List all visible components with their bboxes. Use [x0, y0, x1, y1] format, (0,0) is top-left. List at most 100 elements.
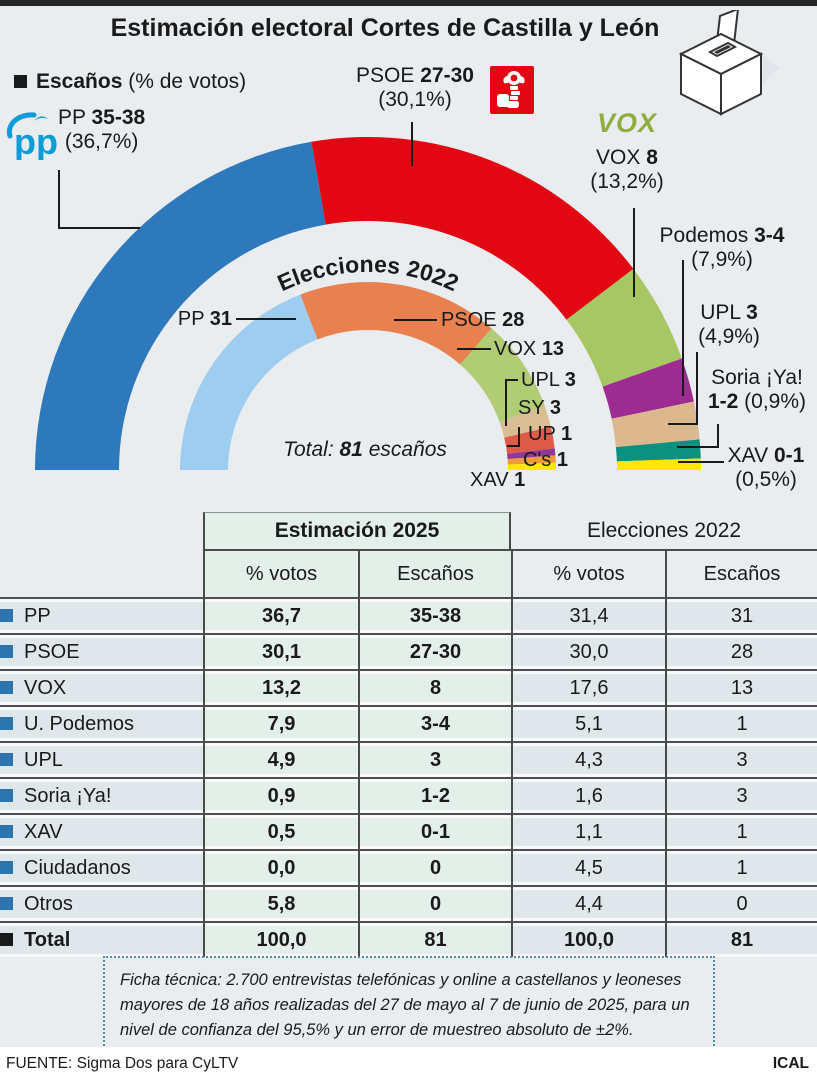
- party-name-cell: Ciudadanos: [0, 849, 203, 885]
- label-sy-2022: SY 3: [518, 397, 562, 419]
- table-subheader-row: % votos Escaños % votos Escaños: [0, 551, 817, 597]
- seats-2025-cell: 0-1: [358, 813, 511, 849]
- votes-2022-cell: 1,6: [511, 777, 665, 813]
- label-cs-2022: C's 1: [523, 449, 568, 471]
- party-bullet-icon: [0, 608, 13, 622]
- table-row: VOX 13,2 8 17,6 13: [0, 669, 817, 705]
- arc-PP: [180, 294, 318, 470]
- arc-Soria ¡Ya!: [615, 439, 701, 462]
- party-name-cell: Soria ¡Ya!: [0, 777, 203, 813]
- votes-2025-cell: 7,9: [203, 705, 358, 741]
- party-name-cell: Total: [0, 921, 203, 957]
- votes-2025-cell: 0,5: [203, 813, 358, 849]
- table-body: PP 36,7 35-38 31,4 31 PSOE 30,1 27-30 30,0 28 VOX 1…: [0, 597, 817, 957]
- col-header-votes-2022: % votos: [511, 551, 665, 597]
- label-xav-2025: XAV 0-1 (0,5%): [727, 444, 805, 491]
- label-psoe-2022: PSOE 28: [441, 309, 525, 331]
- label-psoe-2025: PSOE 27-30 (30,1%): [356, 64, 474, 111]
- label-soria-2025: Soria ¡Ya! 1-2 (0,9%): [707, 366, 807, 413]
- label-pp-2022: PP 31: [177, 308, 232, 330]
- table-row: UPL 4,9 3 4,3 3: [0, 741, 817, 777]
- seats-2022-cell: 28: [665, 633, 817, 669]
- votes-2022-cell: 30,0: [511, 633, 665, 669]
- party-bullet-icon: [0, 752, 13, 766]
- seats-2025-cell: 81: [358, 921, 511, 957]
- party-name-cell: UPL: [0, 741, 203, 777]
- hemicycle-chart: Elecciones 2022: [34, 122, 724, 471]
- agency-credit: ICAL: [772, 1055, 809, 1072]
- bottom-bar: [0, 1047, 817, 1080]
- seats-2022-cell: 1: [665, 813, 817, 849]
- page-title: Estimación electoral Cortes de Castilla …: [110, 14, 660, 42]
- votes-2022-cell: 4,5: [511, 849, 665, 885]
- ficha-tecnica-note: Ficha técnica: 2.700 entrevistas telefón…: [103, 956, 715, 1055]
- party-name-cell: VOX: [0, 669, 203, 705]
- votes-2022-cell: 5,1: [511, 705, 665, 741]
- party-bullet-icon: [0, 644, 13, 658]
- seats-2025-cell: 0: [358, 885, 511, 921]
- party-name-cell: PP: [0, 597, 203, 633]
- party-bullet-icon: [0, 896, 13, 910]
- seats-2022-cell: 13: [665, 669, 817, 705]
- table-group-header-row: Estimación 2025 Elecciones 2022: [0, 512, 817, 551]
- arc-PSOE: [311, 136, 634, 320]
- votes-2025-cell: 100,0: [203, 921, 358, 957]
- seats-2022-cell: 3: [665, 741, 817, 777]
- pp-logo-icon: pp: [4, 110, 60, 165]
- seats-2025-cell: 0: [358, 849, 511, 885]
- arc-VOX: [566, 268, 682, 387]
- col-header-seats-2022: Escaños: [665, 551, 817, 597]
- party-bullet-icon: [0, 860, 13, 874]
- table-row: Ciudadanos 0,0 0 4,5 1: [0, 849, 817, 885]
- seats-2022-cell: 1: [665, 849, 817, 885]
- arc-PP: [34, 141, 326, 471]
- results-table: Estimación 2025 Elecciones 2022 % votos …: [0, 512, 817, 957]
- seats-2025-cell: 1-2: [358, 777, 511, 813]
- psoe-logo-icon: [490, 66, 534, 119]
- votes-2025-cell: 0,9: [203, 777, 358, 813]
- col-header-seats-2025: Escaños: [358, 551, 511, 597]
- votes-2025-cell: 13,2: [203, 669, 358, 705]
- table-row-total: Total 100,0 81 100,0 81: [0, 921, 817, 957]
- seats-2025-cell: 8: [358, 669, 511, 705]
- svg-text:pp: pp: [14, 121, 58, 160]
- arc-UPL: [611, 401, 700, 448]
- votes-2025-cell: 0,0: [203, 849, 358, 885]
- inner-ring-2022: [180, 282, 557, 470]
- top-border: [0, 0, 817, 6]
- party-bullet-icon: [0, 932, 13, 946]
- pointer-lines: [58, 122, 724, 463]
- label-up-2022: UP 1: [528, 423, 573, 445]
- votes-2022-cell: 1,1: [511, 813, 665, 849]
- party-name-cell: PSOE: [0, 633, 203, 669]
- votes-2025-cell: 4,9: [203, 741, 358, 777]
- votes-2022-cell: 31,4: [511, 597, 665, 633]
- label-xav-2022: XAV 1: [470, 469, 526, 491]
- party-name-cell: U. Podemos: [0, 705, 203, 741]
- votes-2022-cell: 17,6: [511, 669, 665, 705]
- seats-2022-cell: 81: [665, 921, 817, 957]
- legend-square-icon: [14, 75, 27, 88]
- ballot-box-icon: [662, 7, 780, 127]
- seats-2022-cell: 1: [665, 705, 817, 741]
- label-upl-2025: UPL 3 (4,9%): [698, 301, 760, 348]
- total-seats-label: Total: 81 escaños: [283, 438, 447, 461]
- seats-2025-cell: 3: [358, 741, 511, 777]
- seats-2022-cell: 31: [665, 597, 817, 633]
- seats-2025-cell: 3-4: [358, 705, 511, 741]
- seats-legend: Escaños (% de votos): [14, 70, 246, 94]
- table-row: XAV 0,5 0-1 1,1 1: [0, 813, 817, 849]
- group-header-elecciones-2022: Elecciones 2022: [511, 512, 817, 551]
- vox-logo-icon: VOX: [597, 108, 658, 138]
- party-name-cell: XAV: [0, 813, 203, 849]
- votes-2025-cell: 30,1: [203, 633, 358, 669]
- arc-XAV: [507, 462, 557, 470]
- seats-2025-cell: 27-30: [358, 633, 511, 669]
- party-bullet-icon: [0, 824, 13, 838]
- label-pp-2025: PP 35-38 (36,7%): [58, 106, 146, 153]
- arc-VOX: [460, 328, 545, 423]
- arc-UP: [507, 448, 556, 460]
- arc-UPL: [499, 405, 551, 438]
- party-bullet-icon: [0, 788, 13, 802]
